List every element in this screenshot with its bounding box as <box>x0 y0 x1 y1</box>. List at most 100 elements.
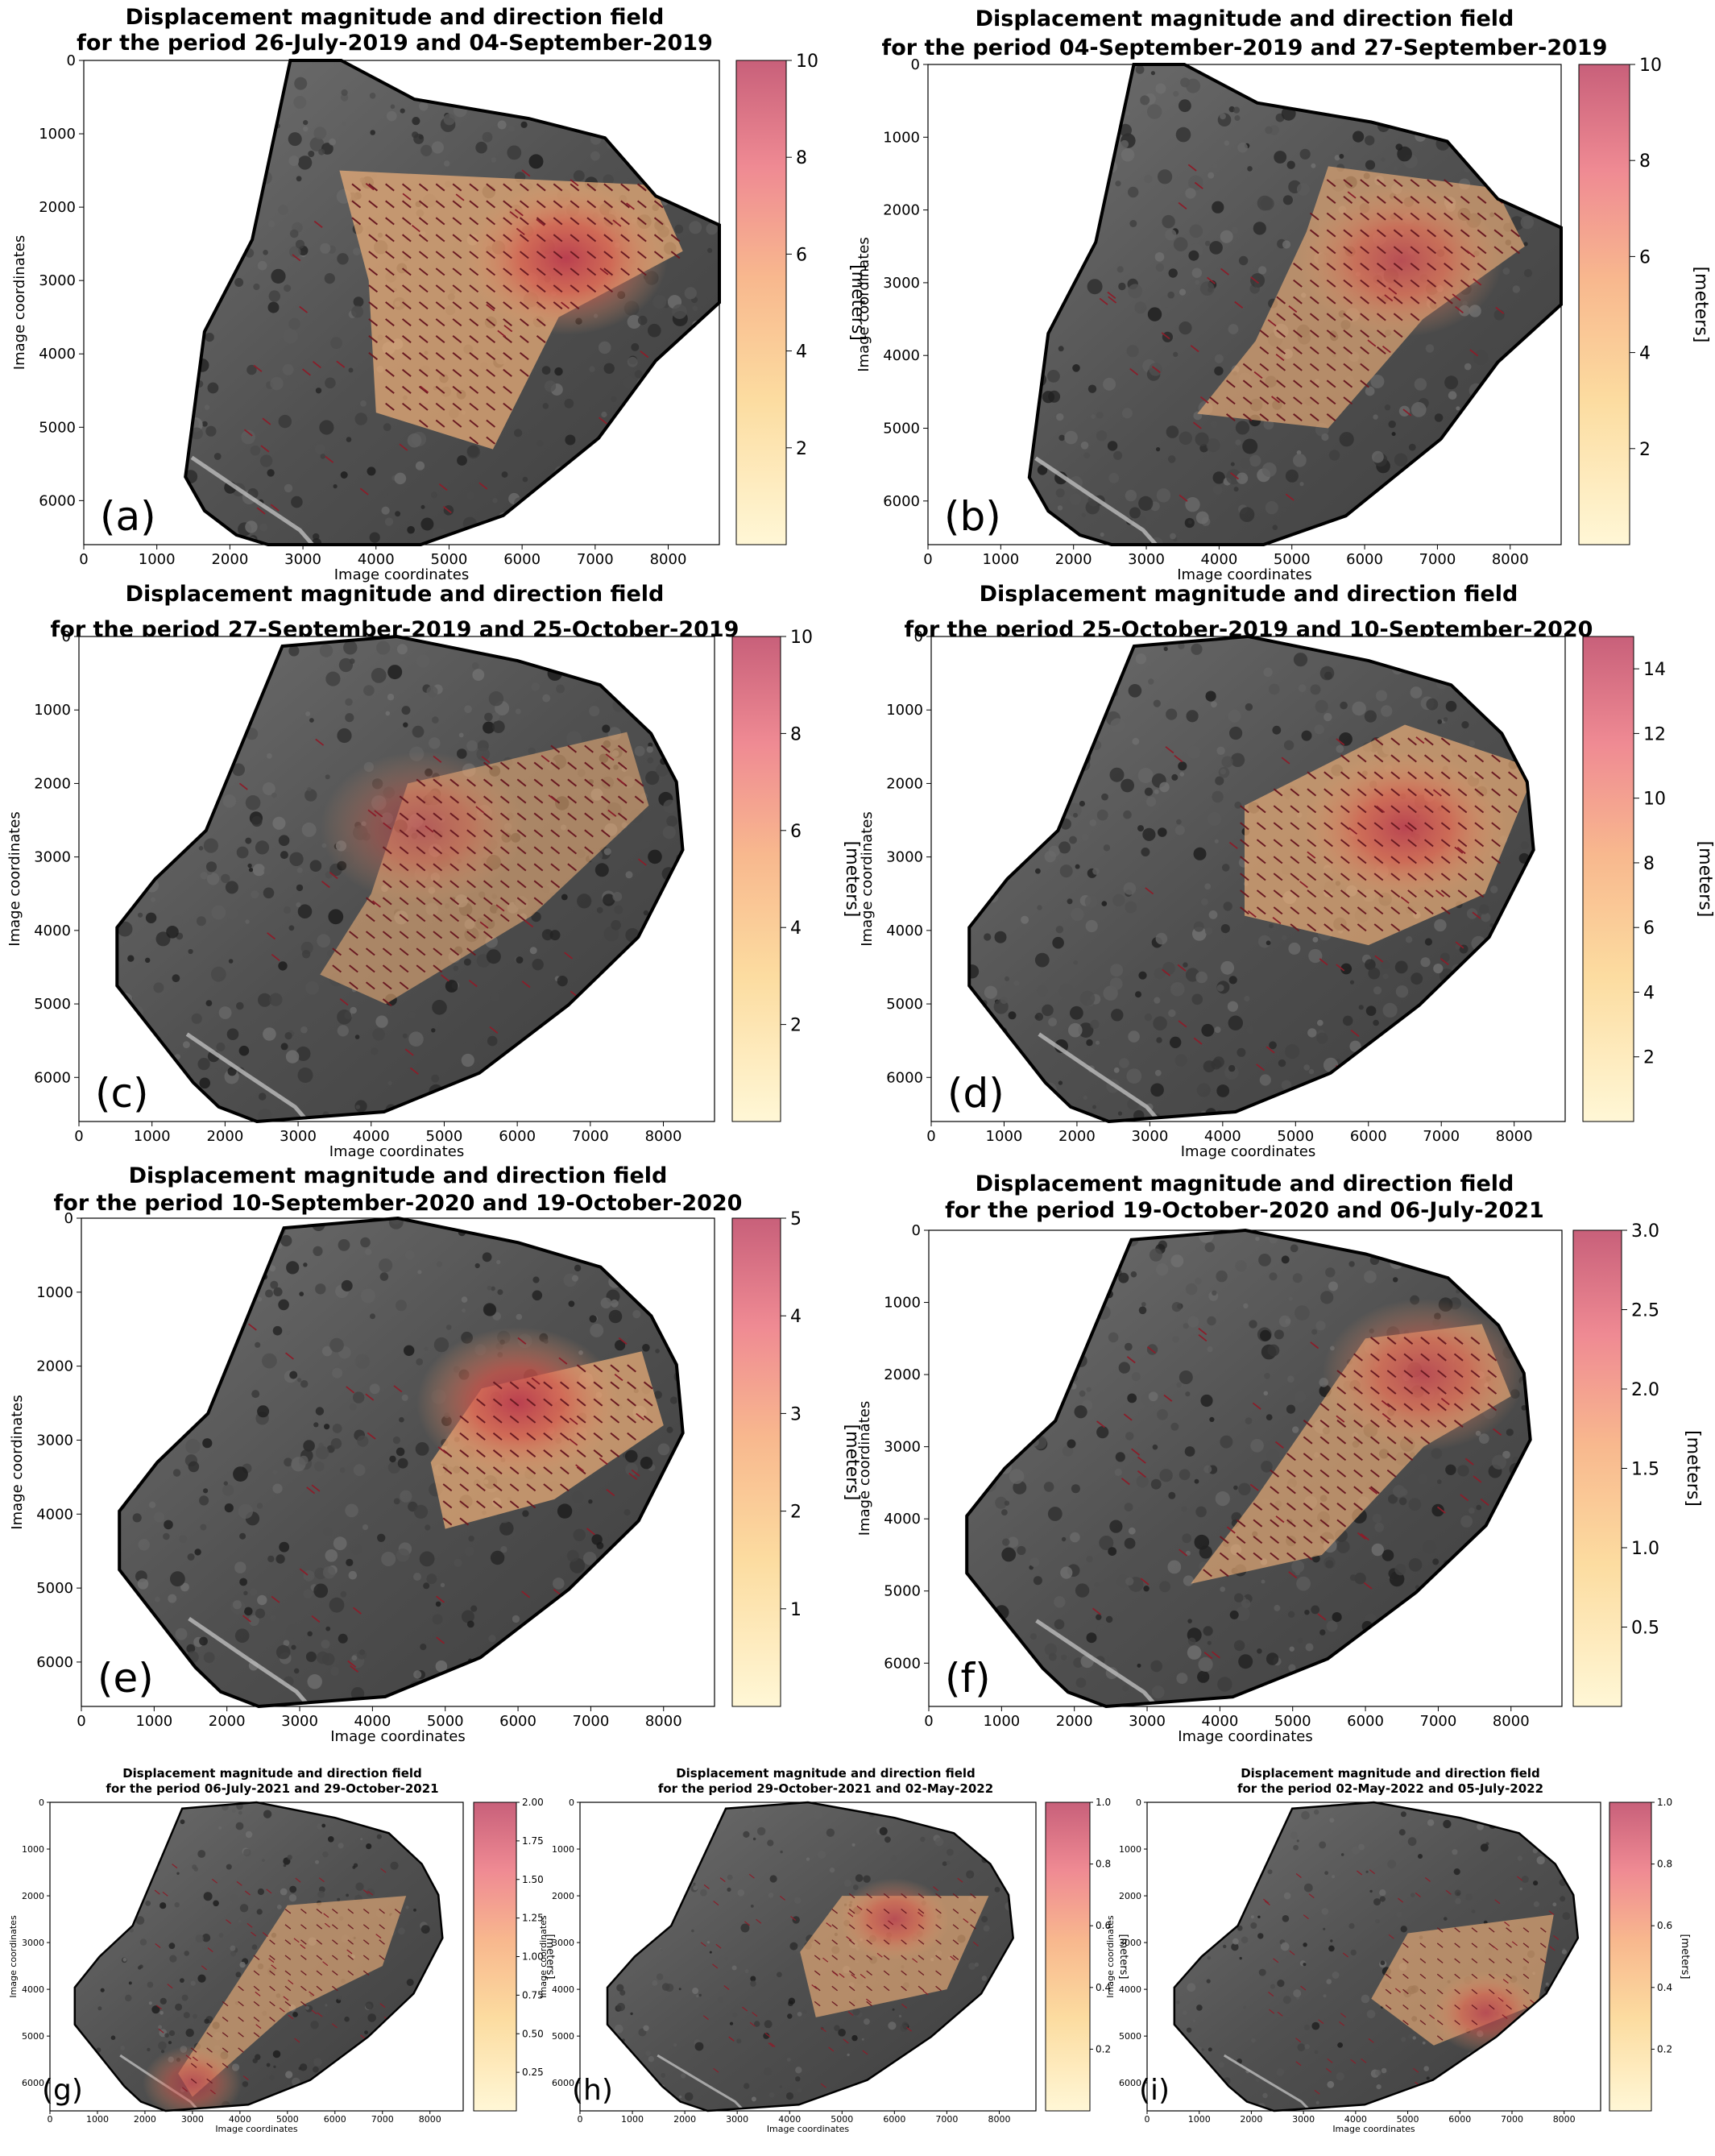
terrain-texture <box>176 1872 180 1875</box>
displacement-arrow <box>201 1965 207 1971</box>
displacement-arrow <box>452 251 462 259</box>
displacement-arrow <box>586 234 597 243</box>
displacement-arrow <box>469 183 479 192</box>
displacement-arrow <box>503 402 512 411</box>
terrain-texture <box>1521 1405 1527 1411</box>
displacement-arrow <box>1290 856 1300 864</box>
displacement-arrow <box>503 200 512 209</box>
terrain-texture <box>1096 1426 1109 1439</box>
displacement-arrow <box>1319 1420 1330 1428</box>
displacement-arrow <box>1376 263 1386 271</box>
terrain-texture <box>206 873 220 885</box>
terrain-texture <box>1115 180 1121 187</box>
terrain-texture <box>466 491 474 500</box>
displacement-arrow <box>1403 1436 1414 1445</box>
terrain-texture <box>284 1032 292 1040</box>
terrain-texture <box>1185 188 1196 199</box>
displacement-arrow <box>1353 1403 1363 1412</box>
displacement-arrow <box>486 251 496 259</box>
terrain-texture <box>387 694 395 701</box>
displacement-arrow <box>1326 346 1336 354</box>
terrain-texture <box>369 1383 380 1395</box>
terrain-texture <box>1339 432 1354 447</box>
terrain-texture <box>1079 1390 1086 1397</box>
terrain-texture <box>462 1041 476 1055</box>
vector-field <box>243 169 681 528</box>
terrain-texture <box>1365 160 1376 170</box>
terrain-texture <box>329 1337 344 1353</box>
terrain-texture <box>1159 1469 1173 1482</box>
terrain-texture <box>413 1573 421 1581</box>
displacement-arrow <box>437 1446 447 1454</box>
terrain-texture <box>275 1644 291 1660</box>
displacement-arrow <box>402 193 412 201</box>
terrain-texture <box>406 1979 414 1986</box>
displacement-arrow <box>620 183 630 192</box>
terrain-texture <box>1185 1283 1198 1296</box>
displacement-arrow <box>331 1939 338 1945</box>
displacement-arrow <box>468 980 478 988</box>
terrain-layer <box>967 1230 1531 1706</box>
terrain-texture <box>1101 901 1108 906</box>
terrain-texture <box>1210 421 1218 428</box>
terrain-texture <box>1365 135 1375 146</box>
displacement-arrow <box>1240 856 1249 864</box>
displacement-arrow <box>503 183 512 192</box>
displacement-arrow <box>1381 1399 1390 1408</box>
terrain-texture <box>1207 1346 1213 1353</box>
terrain-texture <box>1159 782 1170 793</box>
displacement-arrow <box>1477 212 1487 221</box>
displacement-arrow <box>1376 313 1386 321</box>
displacement-arrow <box>385 318 395 327</box>
x-tick-label: 7000 <box>1420 1713 1457 1730</box>
displacement-arrow <box>516 812 527 821</box>
displacement-arrow <box>503 352 512 360</box>
terrain-texture <box>272 1483 283 1494</box>
terrain-texture <box>1269 125 1279 135</box>
terrain-texture <box>486 949 501 964</box>
terrain-texture <box>1064 430 1078 445</box>
displacement-arrow <box>368 318 379 327</box>
displacement-arrow <box>1270 1503 1280 1511</box>
displacement-arrow <box>409 1067 419 1075</box>
terrain-texture <box>392 1436 400 1445</box>
displacement-arrow <box>452 352 462 360</box>
terrain-texture <box>1206 438 1220 453</box>
displacement-arrow <box>362 1939 370 1945</box>
terrain-texture <box>127 955 135 962</box>
displacement-arrow <box>309 1991 315 1996</box>
terrain-texture <box>532 959 544 971</box>
terrain-texture <box>508 125 515 132</box>
displacement-arrow <box>486 267 496 276</box>
displacement-arrow <box>313 220 323 229</box>
terrain-texture <box>354 413 367 425</box>
terrain-texture <box>1520 841 1529 850</box>
displacement-arrow <box>576 1432 586 1441</box>
terrain-texture <box>170 1571 185 1587</box>
displacement-arrow <box>1343 212 1353 221</box>
terrain-texture <box>1352 701 1366 716</box>
terrain-texture <box>1266 1652 1279 1665</box>
terrain-texture <box>1176 1382 1182 1388</box>
terrain-texture <box>319 420 334 435</box>
displacement-arrow <box>1460 212 1470 221</box>
displacement-arrow <box>519 234 529 243</box>
displacement-arrow <box>1326 229 1336 238</box>
displacement-arrow <box>1324 788 1333 797</box>
displacement-arrow <box>584 795 594 804</box>
terrain-texture <box>1109 1520 1123 1533</box>
displacement-arrow <box>1267 319 1277 327</box>
terrain-texture <box>476 747 491 761</box>
displacement-arrow <box>1220 267 1229 276</box>
terrain-texture <box>1261 1579 1266 1584</box>
terrain-texture <box>1150 71 1155 76</box>
terrain-texture <box>642 1344 650 1352</box>
terrain-texture <box>1117 1111 1123 1116</box>
terrain-texture <box>199 1495 209 1506</box>
x-tick-label: 7000 <box>1419 551 1456 568</box>
displacement-arrow <box>416 829 426 838</box>
displacement-arrow <box>617 812 628 821</box>
displacement-arrow <box>1353 1353 1363 1362</box>
terrain-texture <box>426 1573 437 1585</box>
